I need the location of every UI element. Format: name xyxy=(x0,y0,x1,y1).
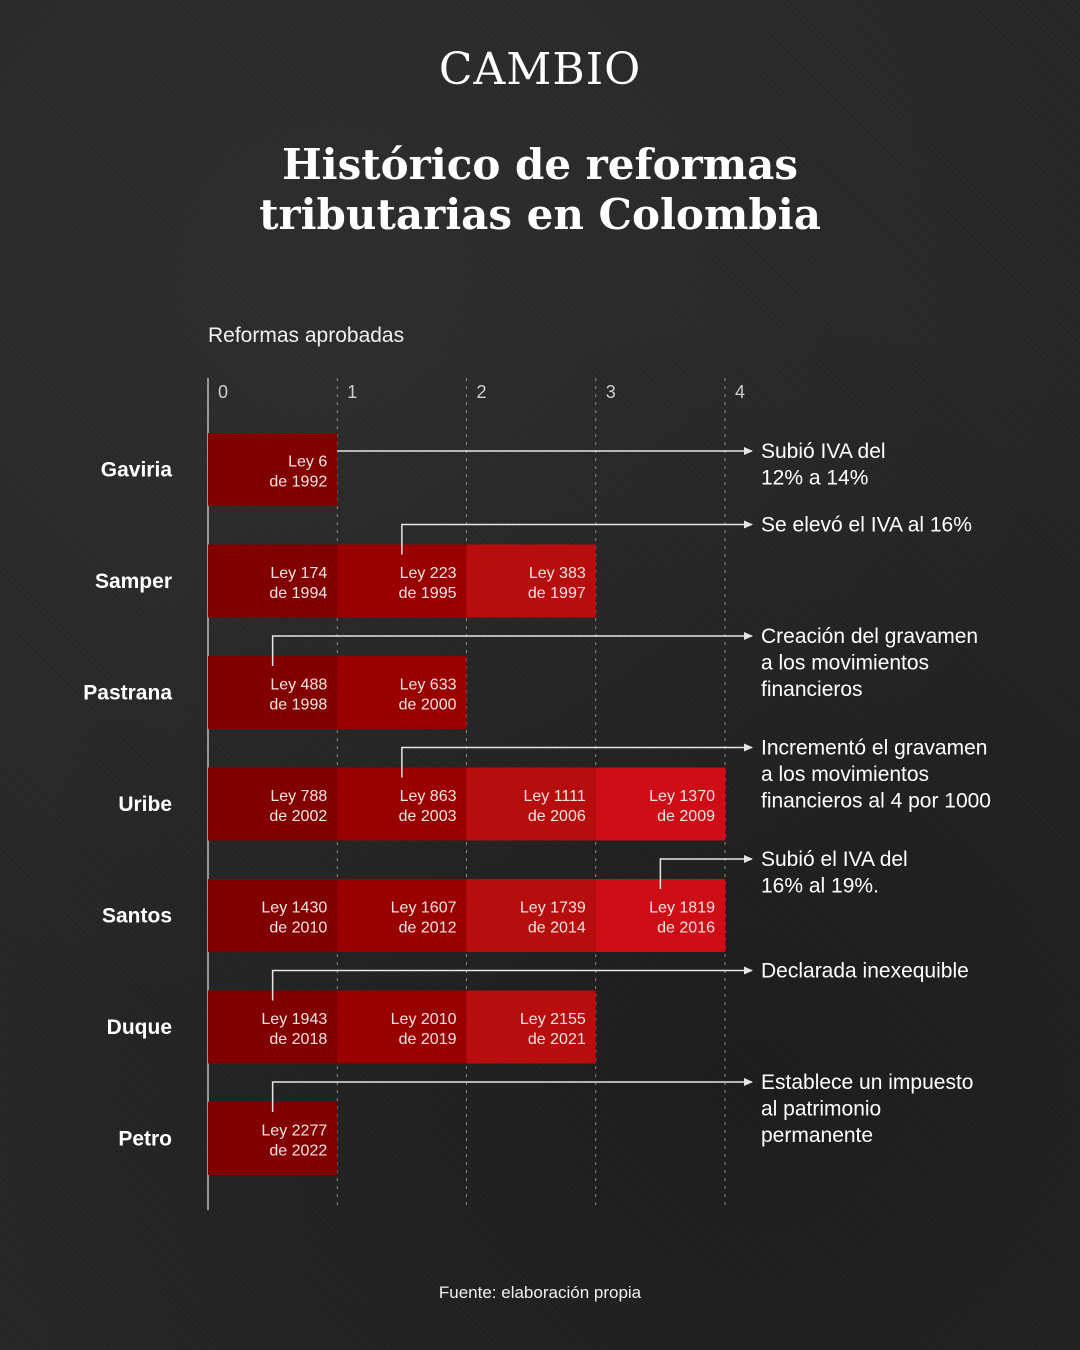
bar-segment-duque-3 xyxy=(466,990,596,1064)
bar-label-law: Ley 6 xyxy=(288,454,327,471)
bar-label-law: Ley 223 xyxy=(400,565,457,582)
bar-label-law: Ley 2010 xyxy=(391,1011,457,1028)
bar-label-year: de 1997 xyxy=(528,585,586,602)
bar-label-law: Ley 1739 xyxy=(520,900,586,917)
bar-label-law: Ley 633 xyxy=(400,677,457,694)
bar-segment-pastrana-1 xyxy=(208,656,338,729)
bar-label-law: Ley 2277 xyxy=(261,1123,327,1140)
bar-label-year: de 1992 xyxy=(269,474,327,491)
title-line-1: Histórico de reformas xyxy=(281,140,799,189)
bar-label-law: Ley 1607 xyxy=(391,900,457,917)
source-footer: Fuente: elaboración propia xyxy=(438,1283,642,1302)
bar-label-year: de 2021 xyxy=(528,1031,586,1048)
bar-label-law: Ley 1111 xyxy=(523,788,585,805)
page-title: Histórico de reformas tributarias en Col… xyxy=(0,140,1080,240)
bar-segment-duque-1 xyxy=(208,990,338,1064)
bar-segment-uribe-4 xyxy=(595,767,725,841)
bar-label-year: de 2018 xyxy=(269,1031,327,1048)
category-label-petro: Petro xyxy=(118,1128,172,1151)
category-label-santos: Santos xyxy=(102,905,172,928)
bar-label-year: de 2012 xyxy=(399,920,457,937)
bar-label-law: Ley 863 xyxy=(400,788,457,805)
bar-label-year: de 2016 xyxy=(657,920,715,937)
annotation-connector-2 xyxy=(271,632,753,666)
bar-segment-petro-1 xyxy=(208,1102,338,1175)
bar-label-law: Ley 1819 xyxy=(649,900,715,917)
annotation-text: financieros xyxy=(761,678,863,701)
annotation-text: Subió IVA del xyxy=(761,440,886,463)
bar-label-year: de 2002 xyxy=(269,808,327,825)
bar-segment-santos-2 xyxy=(337,879,467,952)
bar-label-year: de 1998 xyxy=(269,697,327,714)
annotation-text: permanente xyxy=(761,1124,873,1147)
annotation-connector-4 xyxy=(659,855,753,889)
bar-label-year: de 2022 xyxy=(269,1143,327,1160)
bar-label-law: Ley 1370 xyxy=(649,788,715,805)
annotation-text: a los movimientos xyxy=(761,652,929,675)
annotation-connector-3 xyxy=(401,743,753,778)
bar-segment-uribe-2 xyxy=(337,767,467,841)
annotation-text: 16% al 19%. xyxy=(761,875,879,898)
bar-segment-santos-4 xyxy=(595,879,725,952)
bar-label-year: de 1994 xyxy=(269,585,327,602)
bar-label-law: Ley 174 xyxy=(270,565,327,582)
category-label-pastrana: Pastrana xyxy=(83,682,172,705)
annotation-connector-1 xyxy=(401,520,753,555)
category-label-duque: Duque xyxy=(107,1016,172,1039)
bar-label-year: de 2014 xyxy=(528,920,586,937)
bar-segment-santos-3 xyxy=(466,879,596,952)
bar-label-year: de 1995 xyxy=(399,585,457,602)
bar-label-year: de 2009 xyxy=(657,808,715,825)
x-tick-label-0: 0 xyxy=(218,382,228,402)
annotation-text: Subió el IVA del xyxy=(761,848,908,871)
bar-segment-duque-2 xyxy=(337,990,467,1064)
brand-logo: CAMBIO xyxy=(438,44,642,95)
bar-label-law: Ley 1430 xyxy=(261,900,327,917)
bar-label-law: Ley 488 xyxy=(270,677,327,694)
annotation-text: Establece un impuesto xyxy=(761,1071,973,1094)
category-label-uribe: Uribe xyxy=(118,793,172,816)
annotation-text: a los movimientos xyxy=(761,763,929,786)
bar-segment-uribe-1 xyxy=(208,767,338,841)
bar-segment-gaviria-1 xyxy=(208,433,338,506)
annotation-text: Se elevó el IVA al 16% xyxy=(761,514,972,537)
annotation-text: Incrementó el gravamen xyxy=(761,737,987,760)
x-tick-label-3: 3 xyxy=(606,382,616,402)
bar-label-law: Ley 2155 xyxy=(520,1011,586,1028)
bar-segment-samper-3 xyxy=(466,544,596,618)
bar-label-law: Ley 1943 xyxy=(261,1011,327,1028)
annotation-text: Declarada inexequible xyxy=(761,960,969,983)
bar-label-year: de 2019 xyxy=(399,1031,457,1048)
annotation-connector-6 xyxy=(271,1078,753,1112)
annotation-text: 12% a 14% xyxy=(761,467,868,490)
x-tick-label-4: 4 xyxy=(735,382,745,402)
x-tick-label-2: 2 xyxy=(477,382,487,402)
bar-label-law: Ley 788 xyxy=(270,788,327,805)
bar-label-year: de 2000 xyxy=(399,697,457,714)
category-label-gaviria: Gaviria xyxy=(101,459,173,482)
annotation-connector-5 xyxy=(271,966,753,1001)
bar-label-law: Ley 383 xyxy=(529,565,586,582)
title-line-2: tributarias en Colombia xyxy=(259,190,821,239)
annotation-text: financieros al 4 por 1000 xyxy=(761,790,991,813)
category-label-samper: Samper xyxy=(95,570,172,593)
bar-label-year: de 2010 xyxy=(269,920,327,937)
bar-segment-samper-2 xyxy=(337,544,467,618)
annotation-text: Creación del gravamen xyxy=(761,625,978,648)
bar-segment-uribe-3 xyxy=(466,767,596,841)
bar-segment-samper-1 xyxy=(208,544,338,618)
x-axis-title: Reformas aprobadas xyxy=(208,324,405,347)
bar-segment-pastrana-2 xyxy=(337,656,467,729)
bar-segment-santos-1 xyxy=(208,879,338,952)
bar-label-year: de 2006 xyxy=(528,808,586,825)
bar-label-year: de 2003 xyxy=(399,808,457,825)
x-tick-label-1: 1 xyxy=(347,382,357,402)
annotation-text: al patrimonio xyxy=(761,1098,881,1121)
